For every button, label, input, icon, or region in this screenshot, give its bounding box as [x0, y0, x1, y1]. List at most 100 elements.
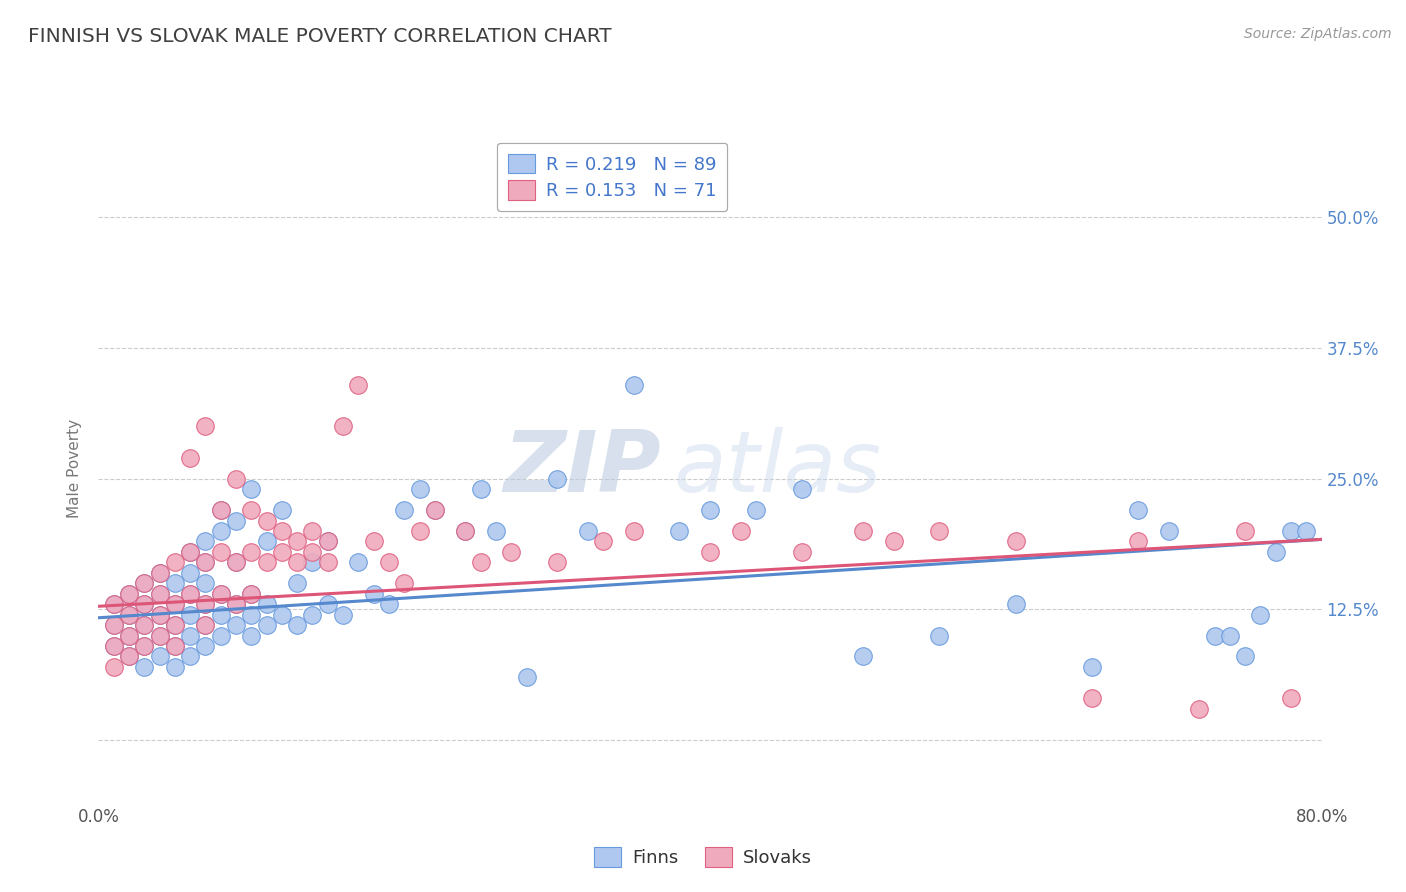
Point — [470, 482, 492, 496]
Point — [1004, 597, 1026, 611]
Point — [225, 555, 247, 569]
Point — [852, 649, 875, 664]
Point — [163, 597, 186, 611]
Point — [103, 618, 125, 632]
Point — [179, 566, 201, 580]
Point — [134, 660, 156, 674]
Text: FINNISH VS SLOVAK MALE POVERTY CORRELATION CHART: FINNISH VS SLOVAK MALE POVERTY CORRELATI… — [28, 27, 612, 45]
Point — [1128, 503, 1150, 517]
Point — [194, 597, 217, 611]
Point — [516, 670, 538, 684]
Point — [149, 566, 172, 580]
Point — [163, 597, 186, 611]
Point — [179, 587, 201, 601]
Point — [240, 607, 263, 622]
Point — [209, 587, 232, 601]
Point — [883, 534, 905, 549]
Point — [623, 377, 645, 392]
Point — [118, 628, 141, 642]
Point — [194, 534, 217, 549]
Point — [194, 576, 217, 591]
Point — [256, 514, 278, 528]
Point — [699, 503, 721, 517]
Point — [745, 503, 768, 517]
Point — [1157, 524, 1180, 538]
Point — [363, 534, 385, 549]
Point — [285, 534, 308, 549]
Point — [209, 503, 232, 517]
Point — [470, 555, 492, 569]
Point — [790, 545, 813, 559]
Point — [149, 628, 172, 642]
Point — [408, 482, 430, 496]
Point — [209, 628, 232, 642]
Point — [392, 503, 416, 517]
Point — [546, 555, 568, 569]
Point — [332, 607, 354, 622]
Point — [347, 377, 370, 392]
Point — [1234, 649, 1257, 664]
Point — [1264, 545, 1286, 559]
Point — [163, 555, 186, 569]
Point — [134, 618, 156, 632]
Point — [240, 587, 263, 601]
Point — [209, 607, 232, 622]
Point — [270, 524, 292, 538]
Point — [134, 597, 156, 611]
Legend: Finns, Slovaks: Finns, Slovaks — [586, 839, 820, 874]
Point — [179, 545, 201, 559]
Point — [194, 419, 217, 434]
Point — [1279, 691, 1302, 706]
Point — [103, 597, 125, 611]
Point — [270, 545, 292, 559]
Point — [103, 618, 125, 632]
Point — [1234, 524, 1257, 538]
Point — [1081, 660, 1104, 674]
Point — [730, 524, 752, 538]
Y-axis label: Male Poverty: Male Poverty — [67, 418, 83, 518]
Point — [179, 587, 201, 601]
Point — [363, 587, 385, 601]
Point — [285, 618, 308, 632]
Point — [1004, 534, 1026, 549]
Point — [179, 628, 201, 642]
Point — [790, 482, 813, 496]
Point — [103, 639, 125, 653]
Point — [270, 607, 292, 622]
Point — [1128, 534, 1150, 549]
Point — [546, 472, 568, 486]
Point — [118, 607, 141, 622]
Point — [194, 555, 217, 569]
Point — [118, 628, 141, 642]
Point — [623, 524, 645, 538]
Point — [928, 628, 950, 642]
Text: ZIP: ZIP — [503, 426, 661, 510]
Point — [332, 419, 354, 434]
Point — [1204, 628, 1226, 642]
Point — [699, 545, 721, 559]
Point — [256, 618, 278, 632]
Point — [225, 555, 247, 569]
Point — [163, 618, 186, 632]
Point — [240, 503, 263, 517]
Point — [392, 576, 416, 591]
Point — [316, 534, 339, 549]
Point — [378, 597, 401, 611]
Point — [163, 639, 186, 653]
Point — [225, 597, 247, 611]
Point — [240, 628, 263, 642]
Point — [179, 649, 201, 664]
Point — [163, 639, 186, 653]
Point — [163, 618, 186, 632]
Point — [149, 607, 172, 622]
Point — [316, 597, 339, 611]
Point — [454, 524, 477, 538]
Point — [149, 566, 172, 580]
Point — [134, 576, 156, 591]
Point — [209, 587, 232, 601]
Point — [668, 524, 690, 538]
Legend: R = 0.219   N = 89, R = 0.153   N = 71: R = 0.219 N = 89, R = 0.153 N = 71 — [498, 143, 727, 211]
Point — [194, 597, 217, 611]
Point — [454, 524, 477, 538]
Point — [301, 555, 323, 569]
